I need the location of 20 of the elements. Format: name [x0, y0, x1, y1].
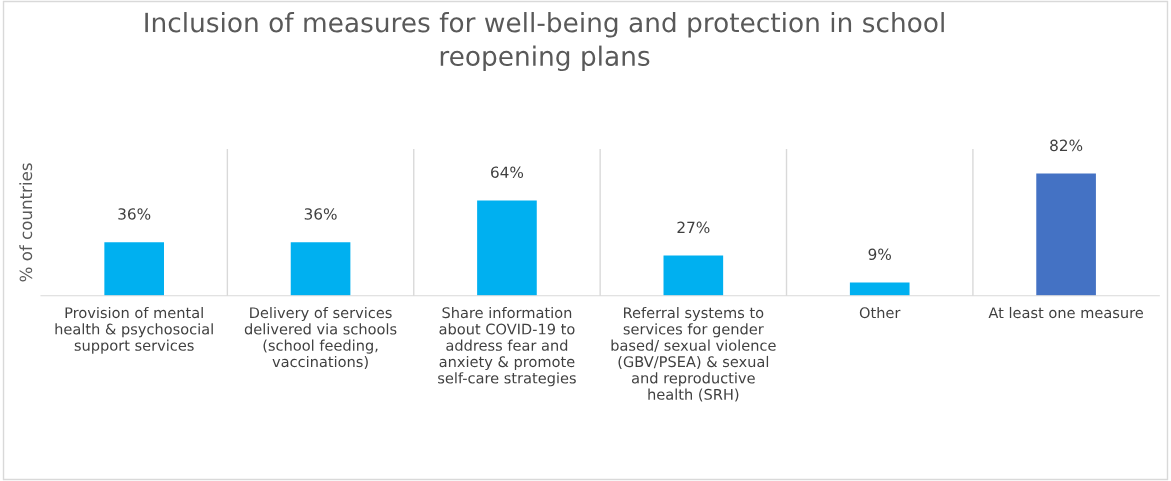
data-label: 36%	[304, 208, 337, 220]
chart-title: Inclusion of measures for well-being and protection in school reopening plans	[145, 12, 944, 72]
x-tick-label: Other	[859, 306, 901, 319]
data-label: 27%	[677, 221, 710, 234]
bar	[290, 242, 351, 296]
bar	[849, 282, 910, 296]
x-tick-label: At least one measure	[988, 306, 1143, 319]
x-tick-label: Provision of mental health & psychosocial support services	[55, 306, 213, 354]
bar	[104, 242, 164, 296]
data-label: 36%	[118, 208, 151, 220]
bar	[1036, 173, 1096, 296]
bar	[477, 200, 537, 296]
x-tick-label: Referral systems to services for gender based/ sexual violence (GBV/PSEA) & sexual and reproductive health (SRH)	[611, 306, 776, 402]
data-label: 9%	[868, 248, 891, 260]
data-label: 64%	[491, 166, 524, 178]
data-label: 82%	[1050, 139, 1083, 152]
x-tick-label: Share information about COVID-19 to address fear and anxiety & promote self-care strategies	[438, 306, 576, 387]
y-axis-title: % of countries	[19, 163, 33, 282]
bar	[663, 255, 724, 296]
x-tick-label: Delivery of services delivered via schools (school feeding, vaccinations)	[244, 306, 397, 369]
